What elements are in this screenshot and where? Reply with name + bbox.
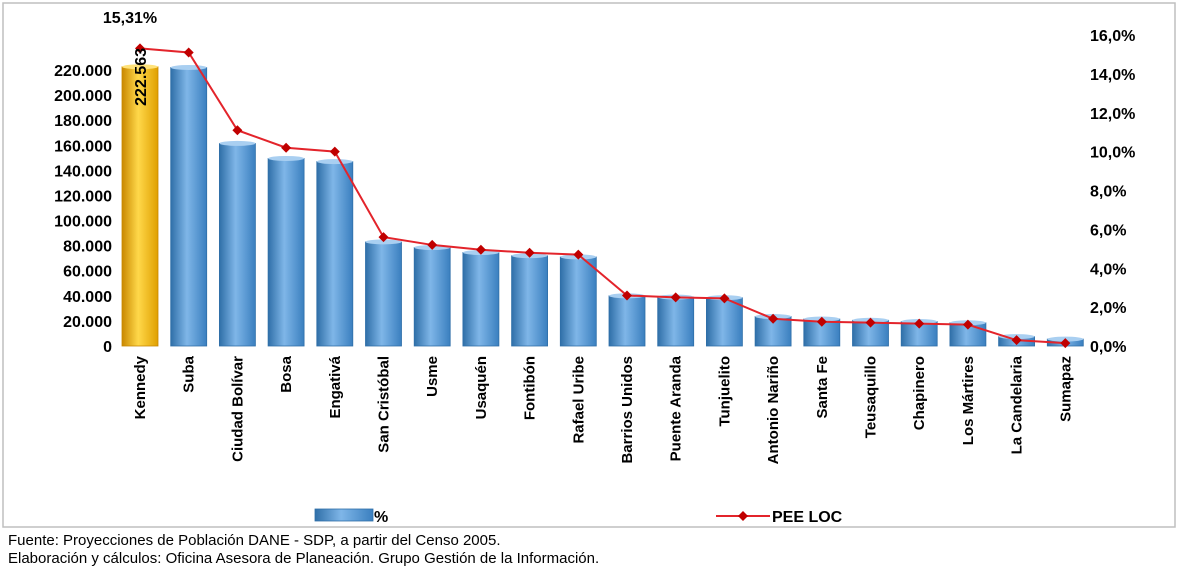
bar xyxy=(267,158,305,347)
left-tick-label: 140.000 xyxy=(54,163,112,180)
line-point xyxy=(573,249,584,260)
category-label: Fontibón xyxy=(522,356,539,420)
line-point xyxy=(427,239,438,250)
highlight-bar-label: 222.563 xyxy=(133,48,150,106)
left-tick-label: 60.000 xyxy=(63,264,112,281)
category-label: Sumapaz xyxy=(1057,356,1074,422)
bar-top-cap xyxy=(122,64,158,70)
credits-note: Elaboración y cálculos: Oficina Asesora … xyxy=(8,550,600,567)
line-point xyxy=(378,232,389,243)
category-label: Engativá xyxy=(327,355,344,418)
bar-top-cap xyxy=(170,64,207,70)
bar xyxy=(218,142,256,347)
right-tick-label: 12,0% xyxy=(1090,106,1135,123)
category-label: Suba xyxy=(181,355,198,392)
left-tick-label: 0 xyxy=(103,339,112,356)
bar xyxy=(706,297,743,347)
highlight-bar xyxy=(121,66,159,347)
left-tick-label: 100.000 xyxy=(54,214,112,231)
line-point xyxy=(329,146,340,157)
right-tick-label: 8,0% xyxy=(1090,184,1126,201)
category-label: Teusaquillo xyxy=(863,356,880,438)
legend-line-label: PEE LOC xyxy=(772,509,843,526)
bar-top-cap xyxy=(268,155,305,161)
category-label: Santa Fe xyxy=(814,356,831,419)
bar xyxy=(657,296,695,347)
bar xyxy=(608,295,646,347)
line-point xyxy=(962,319,973,330)
bar xyxy=(170,67,208,347)
pee-loc-line xyxy=(139,47,1066,345)
line-series xyxy=(135,43,1071,349)
highlight-line-label: 15,31% xyxy=(103,10,157,27)
line-point xyxy=(524,247,535,258)
category-label: Ciudad Bolívar xyxy=(229,356,246,462)
left-tick-label: 80.000 xyxy=(63,239,112,256)
category-label: Puente Aranda xyxy=(668,355,685,461)
annotations: 15,31% 222.563 xyxy=(103,10,157,106)
legend-line-marker xyxy=(738,511,748,521)
plot-frame xyxy=(2,2,1176,528)
bar-series xyxy=(121,64,1084,347)
line-point xyxy=(816,316,827,327)
bar xyxy=(462,252,500,347)
line-point xyxy=(719,293,730,304)
line-point xyxy=(670,292,681,303)
bar xyxy=(413,247,451,347)
bar xyxy=(511,255,549,347)
category-label: Tunjuelito xyxy=(716,356,733,427)
legend: % PEE LOC xyxy=(314,508,843,526)
left-tick-label: 40.000 xyxy=(63,289,112,306)
category-label: Chapinero xyxy=(911,356,928,430)
line-point xyxy=(281,142,292,153)
category-label: Usaquén xyxy=(473,356,490,419)
right-tick-label: 2,0% xyxy=(1090,300,1126,317)
category-label: La Candelaria xyxy=(1009,355,1026,454)
bar-top-cap xyxy=(219,140,256,146)
category-label: Barrios Unidos xyxy=(619,356,636,464)
left-tick-label: 120.000 xyxy=(54,188,112,205)
left-tick-label: 200.000 xyxy=(54,88,112,105)
source-note: Fuente: Proyecciones de Población DANE -… xyxy=(8,532,501,549)
line-point xyxy=(1060,338,1071,349)
category-label: San Cristóbal xyxy=(376,356,393,453)
right-tick-label: 10,0% xyxy=(1090,145,1135,162)
bar-top-cap xyxy=(316,159,353,165)
line-point xyxy=(135,43,145,54)
legend-bar-label: % xyxy=(374,509,388,526)
category-labels: Kennedy Suba Ciudad Bolívar Bosa Engativá San… xyxy=(132,355,1074,464)
right-tick-label: 16,0% xyxy=(1090,28,1135,45)
right-tick-label: 4,0% xyxy=(1090,261,1126,278)
line-point xyxy=(1011,335,1022,346)
left-tick-label: 160.000 xyxy=(54,138,112,155)
right-axis-ticks: 0,0% 2,0% 4,0% 6,0% 8,0% 10,0% 12,0% 14,0% 16,0% xyxy=(1090,28,1135,356)
category-label: Rafael Uribe xyxy=(570,356,587,444)
legend-bar-swatch xyxy=(314,508,374,522)
category-label: Usme xyxy=(424,356,441,397)
right-tick-label: 14,0% xyxy=(1090,67,1135,84)
left-axis-ticks: 0 20.000 40.000 60.000 80.000 100.000 120.000 1… xyxy=(54,63,112,356)
right-tick-label: 6,0% xyxy=(1090,222,1126,239)
category-label: Bosa xyxy=(278,355,295,392)
left-tick-label: 220.000 xyxy=(54,63,112,80)
category-label: Antonio Nariño xyxy=(765,356,782,464)
left-tick-label: 20.000 xyxy=(63,314,112,331)
category-label: Kennedy xyxy=(132,355,149,419)
bar xyxy=(365,241,402,347)
line-point xyxy=(768,313,779,324)
line-point xyxy=(475,244,486,255)
bar xyxy=(559,256,597,347)
line-point xyxy=(183,47,194,58)
line-point xyxy=(232,125,243,136)
line-point xyxy=(622,290,632,301)
right-tick-label: 0,0% xyxy=(1090,339,1126,356)
population-chart: 0 20.000 40.000 60.000 80.000 100.000 120.000 1… xyxy=(2,2,1176,528)
category-label: Los Mártires xyxy=(960,356,977,445)
line-point xyxy=(865,317,876,328)
left-tick-label: 180.000 xyxy=(54,113,112,130)
bar xyxy=(316,161,354,347)
line-point xyxy=(914,318,925,329)
